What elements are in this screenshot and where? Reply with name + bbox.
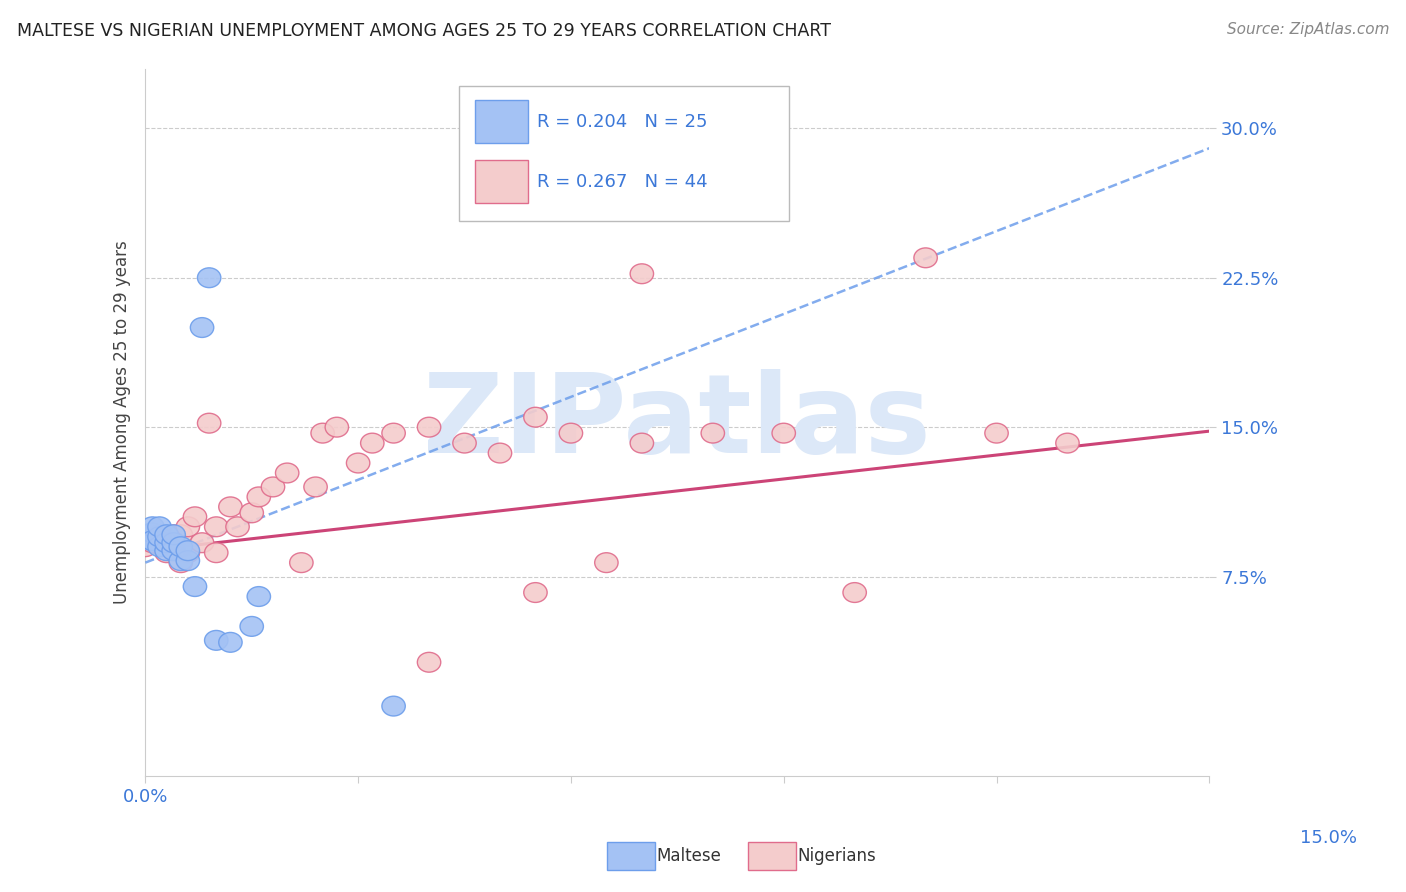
Ellipse shape (204, 542, 228, 563)
Ellipse shape (162, 524, 186, 545)
Ellipse shape (524, 408, 547, 427)
Ellipse shape (148, 516, 172, 537)
Ellipse shape (148, 537, 172, 557)
Ellipse shape (155, 542, 179, 563)
Ellipse shape (204, 516, 228, 537)
Ellipse shape (155, 533, 179, 553)
Ellipse shape (702, 423, 724, 443)
Ellipse shape (560, 423, 582, 443)
Ellipse shape (219, 497, 242, 516)
Ellipse shape (630, 434, 654, 453)
Text: Source: ZipAtlas.com: Source: ZipAtlas.com (1226, 22, 1389, 37)
Ellipse shape (453, 434, 477, 453)
Ellipse shape (141, 516, 165, 537)
Ellipse shape (488, 443, 512, 463)
Ellipse shape (134, 537, 157, 557)
Text: Maltese: Maltese (657, 847, 721, 865)
Text: R = 0.267   N = 44: R = 0.267 N = 44 (537, 173, 707, 191)
Ellipse shape (346, 453, 370, 473)
Ellipse shape (630, 264, 654, 284)
Ellipse shape (914, 248, 938, 268)
Ellipse shape (148, 527, 172, 547)
Ellipse shape (176, 550, 200, 571)
Ellipse shape (169, 550, 193, 571)
Ellipse shape (141, 523, 165, 542)
Ellipse shape (595, 553, 619, 573)
Ellipse shape (190, 318, 214, 337)
Ellipse shape (1056, 434, 1080, 453)
Text: ZIPatlas: ZIPatlas (423, 368, 931, 475)
Text: R = 0.204   N = 25: R = 0.204 N = 25 (537, 112, 707, 130)
Ellipse shape (183, 576, 207, 597)
Ellipse shape (276, 463, 299, 483)
Ellipse shape (141, 531, 165, 550)
Y-axis label: Unemployment Among Ages 25 to 29 years: Unemployment Among Ages 25 to 29 years (114, 240, 131, 604)
Ellipse shape (148, 524, 172, 545)
Ellipse shape (240, 503, 263, 523)
Ellipse shape (190, 533, 214, 553)
Ellipse shape (524, 582, 547, 602)
Text: Nigerians: Nigerians (797, 847, 876, 865)
Ellipse shape (226, 516, 249, 537)
Ellipse shape (311, 423, 335, 443)
FancyBboxPatch shape (475, 161, 529, 202)
Ellipse shape (844, 582, 866, 602)
Ellipse shape (176, 542, 200, 563)
Ellipse shape (360, 434, 384, 453)
Ellipse shape (290, 553, 314, 573)
Ellipse shape (183, 507, 207, 526)
Ellipse shape (197, 268, 221, 287)
Ellipse shape (169, 524, 193, 545)
Ellipse shape (162, 541, 186, 560)
Ellipse shape (155, 531, 179, 550)
Ellipse shape (162, 533, 186, 553)
Ellipse shape (162, 524, 186, 545)
Ellipse shape (325, 417, 349, 437)
Ellipse shape (219, 632, 242, 652)
Ellipse shape (382, 423, 405, 443)
Ellipse shape (197, 413, 221, 434)
Ellipse shape (382, 696, 405, 716)
Ellipse shape (169, 553, 193, 573)
Ellipse shape (418, 417, 440, 437)
Ellipse shape (169, 537, 193, 557)
Ellipse shape (304, 477, 328, 497)
Ellipse shape (418, 652, 440, 673)
Ellipse shape (204, 631, 228, 650)
Ellipse shape (984, 423, 1008, 443)
Ellipse shape (155, 541, 179, 560)
Text: MALTESE VS NIGERIAN UNEMPLOYMENT AMONG AGES 25 TO 29 YEARS CORRELATION CHART: MALTESE VS NIGERIAN UNEMPLOYMENT AMONG A… (17, 22, 831, 40)
Ellipse shape (240, 616, 263, 636)
Text: 15.0%: 15.0% (1299, 830, 1357, 847)
Ellipse shape (176, 516, 200, 537)
FancyBboxPatch shape (460, 87, 789, 220)
Ellipse shape (772, 423, 796, 443)
Ellipse shape (141, 531, 165, 550)
Ellipse shape (155, 524, 179, 545)
Ellipse shape (141, 533, 165, 553)
Ellipse shape (247, 587, 270, 607)
Ellipse shape (247, 487, 270, 507)
Ellipse shape (176, 541, 200, 560)
Ellipse shape (262, 477, 284, 497)
FancyBboxPatch shape (475, 100, 529, 143)
